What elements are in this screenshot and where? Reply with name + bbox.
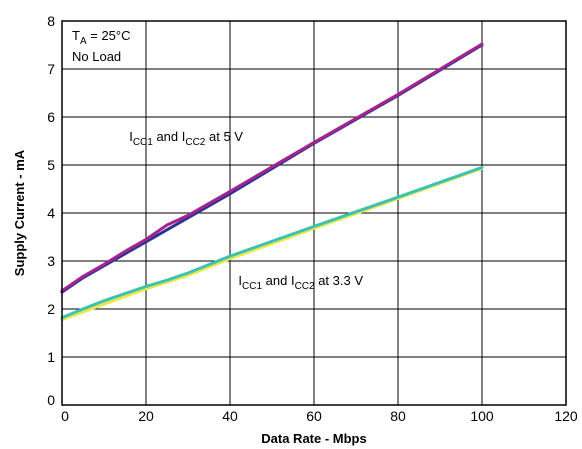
- y-tick-label: 7: [47, 61, 55, 77]
- y-tick-label: 8: [47, 13, 55, 29]
- x-tick-label: 100: [470, 408, 494, 424]
- series-annotations: ICC1 and ICC2 at 5 V ICC1 and ICC2 at 3.3…: [129, 129, 363, 292]
- x-tick-label: 40: [222, 408, 238, 424]
- x-tick-label: 20: [138, 408, 154, 424]
- plot-frame: [61, 20, 567, 406]
- series-annotation: ICC1 and ICC2 at 5 V: [129, 129, 243, 148]
- x-tick-label: 0: [61, 408, 69, 424]
- y-tick-label: 3: [47, 253, 55, 269]
- y-tick-label: 5: [47, 157, 55, 173]
- y-tick-label: 0: [47, 392, 55, 408]
- y-axis-title: Supply Current - mA: [12, 149, 27, 276]
- conditions-box: [64, 23, 144, 67]
- tick-labels: 0 20 40 60 80 100 120 0 1 2 3 4 5 6 7 8: [47, 13, 578, 424]
- grid: [62, 21, 566, 405]
- y-tick-label: 6: [47, 109, 55, 125]
- load-condition: No Load: [72, 49, 121, 64]
- series-line: [60, 165, 484, 320]
- series-lines: [60, 42, 484, 322]
- x-axis-title: Data Rate - Mbps: [261, 431, 366, 446]
- y-tick-label: 2: [47, 301, 55, 317]
- x-tick-label: 60: [306, 408, 322, 424]
- temperature-condition: TA = 25°C: [72, 28, 131, 47]
- x-tick-label: 80: [390, 408, 406, 424]
- series-annotation: ICC1 and ICC2 at 3.3 V: [238, 273, 363, 292]
- y-tick-label: 4: [47, 205, 55, 221]
- y-tick-label: 1: [47, 349, 55, 365]
- series-line: [60, 42, 484, 293]
- x-tick-label: 120: [554, 408, 578, 424]
